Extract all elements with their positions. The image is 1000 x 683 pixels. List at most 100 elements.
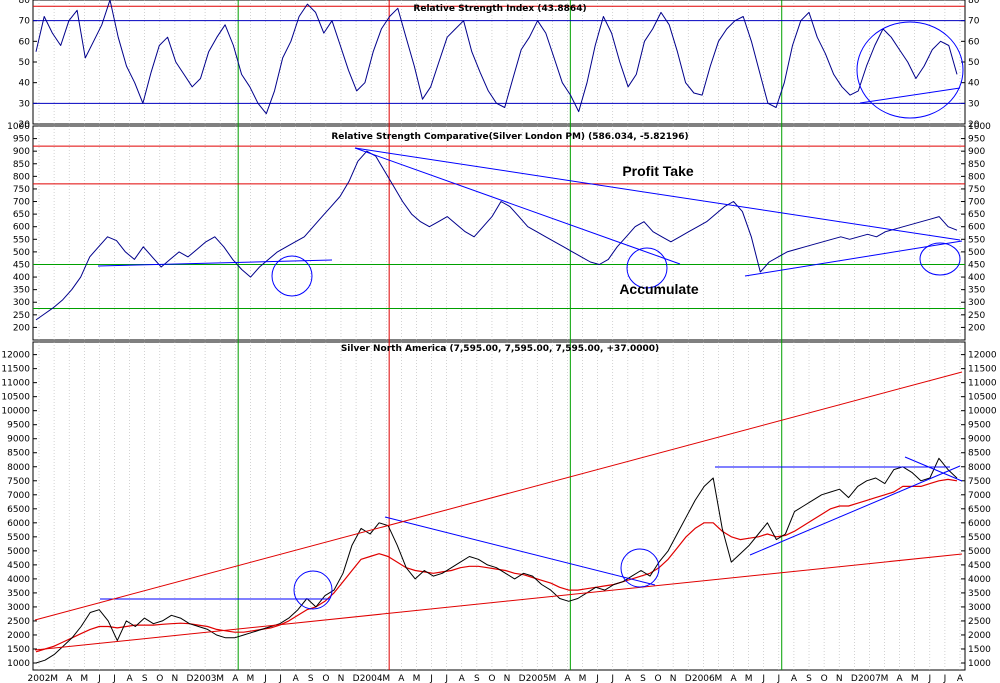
x-tick-label: A [957,674,964,683]
y-tick-label-left: 4000 [7,575,30,585]
x-tick-label: O [488,674,495,683]
y-tick-label-left: 1500 [7,645,30,655]
y-tick-label-right: 700 [968,198,985,208]
y-tick-label-right: 2000 [968,631,991,641]
x-tick-label: 2002 [28,674,51,683]
y-tick-label-left: 700 [13,198,30,208]
panel-title-rsc: Relative Strength Comparative(Silver Lon… [331,132,688,142]
panel-frame-1 [32,0,966,125]
y-tick-label-left: 8000 [7,463,30,473]
x-tick-label: S [308,674,314,683]
y-tick-label-left: 350 [13,286,30,296]
y-tick-label-right: 9000 [968,435,991,445]
y-tick-label-left: 650 [13,210,30,220]
x-tick-label: M [216,674,224,683]
y-tick-label-right: 4000 [968,575,991,585]
y-tick-label-right: 12000 [968,351,997,361]
x-tick-label: N [670,674,677,683]
y-tick-label-right: 7000 [968,491,991,501]
y-tick-label-right: 400 [968,273,985,283]
x-tick-label: A [293,674,300,683]
x-tick-label: J [595,674,599,683]
y-tick-label-right: 3500 [968,589,991,599]
panel-frame-2 [32,125,966,341]
y-tick-label-right: 50 [968,58,980,68]
y-tick-label-right: 5500 [968,533,991,543]
y-tick-label-left: 3500 [7,589,30,599]
y-tick-label-right: 1000 [968,659,991,669]
y-tick-label-left: 850 [13,160,30,170]
rsi-line [35,0,958,115]
y-tick-label-left: 550 [13,235,30,245]
x-tick-label: D [851,674,858,683]
y-tick-label-right: 70 [968,17,980,27]
y-tick-label-left: 800 [13,172,30,182]
x-tick-label: M [80,674,88,683]
y-tick-label-right: 5000 [968,547,991,557]
x-tick-label: M [911,674,919,683]
highlight-circle [856,21,964,119]
x-tick-label: A [459,674,466,683]
y-tick-label-right: 20 [968,120,980,130]
x-tick-label: M [413,674,421,683]
x-tick-label: N [172,674,179,683]
y-tick-label-left: 200 [13,323,30,333]
x-tick-label: A [564,674,571,683]
x-tick-label: S [806,674,812,683]
x-tick-label: J [927,674,931,683]
x-tick-label: J [263,674,267,683]
rsc-line [35,150,958,321]
annotation-accumulate: Accumulate [619,281,699,297]
y-tick-label-right: 250 [968,311,985,321]
x-tick-label: D [187,674,194,683]
y-tick-label-left: 750 [13,185,30,195]
y-tick-label-right: 900 [968,147,985,157]
x-tick-label: A [398,674,405,683]
y-tick-label-right: 300 [968,298,985,308]
y-tick-label-left: 900 [13,147,30,157]
y-tick-label-left: 8500 [7,449,30,459]
x-tick-label: O [654,674,661,683]
x-tick-label: N [836,674,843,683]
y-tick-label-right: 11000 [968,379,997,389]
y-tick-label-left: 80 [19,0,31,6]
y-tick-label-right: 40 [968,79,980,89]
x-tick-label: M [382,674,390,683]
y-tick-label-left: 70 [19,17,31,27]
panel-frame-3 [32,341,966,671]
highlight-circle [293,570,333,610]
x-tick-label: O [821,674,828,683]
y-tick-label-left: 1000 [7,122,30,132]
trendline-blue [744,240,963,277]
y-tick-label-left: 40 [19,79,31,89]
x-tick-label: J [429,674,433,683]
y-tick-label-right: 6500 [968,505,991,515]
y-tick-label-right: 11500 [968,365,997,375]
y-tick-label-right: 30 [968,99,980,109]
y-tick-label-left: 500 [13,248,30,258]
price-line [35,457,958,664]
x-tick-label: M [548,674,556,683]
y-tick-label-right: 8500 [968,449,991,459]
y-tick-label-left: 10000 [1,407,30,417]
y-tick-label-left: 450 [13,260,30,270]
x-tick-label: A [730,674,737,683]
y-tick-label-right: 4500 [968,561,991,571]
x-tick-label: J [610,674,614,683]
x-tick-label: M [715,674,723,683]
y-tick-label-right: 6000 [968,519,991,529]
x-tick-label: M [50,674,58,683]
x-tick-label: N [338,674,345,683]
annotation-profit-take: Profit Take [622,163,694,179]
trendline-blue [384,516,656,586]
y-tick-label-left: 9000 [7,435,30,445]
y-tick-label-right: 950 [968,135,985,145]
y-tick-label-left: 2500 [7,617,30,627]
x-tick-label: D [353,674,360,683]
y-tick-label-left: 6500 [7,505,30,515]
y-tick-label-left: 5000 [7,547,30,557]
y-tick-label-right: 2500 [968,617,991,627]
panel-title-price: Silver North America (7,595.00, 7,595.00… [341,344,659,354]
x-tick-label: J [943,674,947,683]
